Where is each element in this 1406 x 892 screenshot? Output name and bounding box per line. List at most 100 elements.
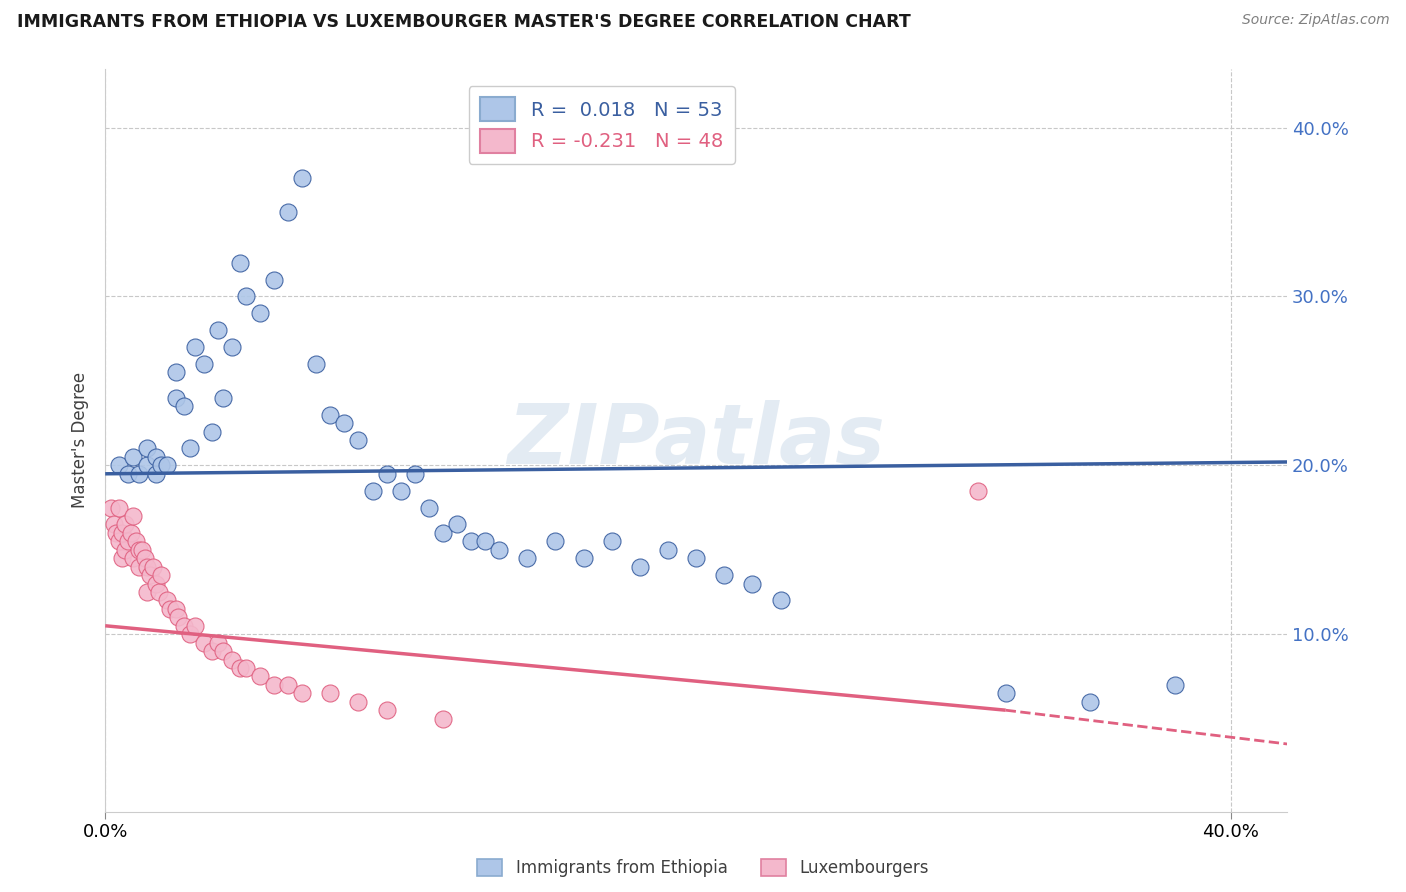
Point	[600, 534, 623, 549]
Point	[446, 517, 468, 532]
Point	[114, 517, 136, 532]
Point	[291, 171, 314, 186]
Point	[103, 517, 125, 532]
Point	[150, 458, 173, 473]
Point	[136, 559, 159, 574]
Point	[474, 534, 496, 549]
Point	[488, 542, 510, 557]
Point	[291, 686, 314, 700]
Point	[131, 542, 153, 557]
Point	[145, 467, 167, 481]
Point	[544, 534, 567, 549]
Point	[375, 467, 398, 481]
Text: ZIPatlas: ZIPatlas	[508, 400, 886, 481]
Point	[136, 458, 159, 473]
Text: Source: ZipAtlas.com: Source: ZipAtlas.com	[1241, 13, 1389, 28]
Point	[769, 593, 792, 607]
Point	[184, 340, 207, 354]
Point	[277, 205, 299, 219]
Point	[516, 551, 538, 566]
Point	[145, 576, 167, 591]
Point	[142, 559, 165, 574]
Point	[128, 542, 150, 557]
Point	[108, 534, 131, 549]
Point	[207, 635, 229, 649]
Point	[136, 442, 159, 456]
Point	[193, 357, 215, 371]
Point	[361, 483, 384, 498]
Point	[404, 467, 426, 481]
Text: IMMIGRANTS FROM ETHIOPIA VS LUXEMBOURGER MASTER'S DEGREE CORRELATION CHART: IMMIGRANTS FROM ETHIOPIA VS LUXEMBOURGER…	[17, 13, 911, 31]
Point	[432, 712, 454, 726]
Point	[159, 602, 181, 616]
Point	[100, 500, 122, 515]
Point	[128, 559, 150, 574]
Point	[460, 534, 482, 549]
Point	[165, 391, 187, 405]
Point	[125, 534, 148, 549]
Point	[212, 391, 235, 405]
Point	[145, 450, 167, 464]
Point	[193, 635, 215, 649]
Point	[1163, 678, 1185, 692]
Point	[319, 408, 342, 422]
Point	[572, 551, 595, 566]
Point	[136, 585, 159, 599]
Point	[117, 467, 139, 481]
Point	[277, 678, 299, 692]
Point	[105, 525, 128, 540]
Point	[375, 703, 398, 717]
Point	[139, 568, 162, 582]
Point	[229, 256, 252, 270]
Y-axis label: Master's Degree: Master's Degree	[72, 372, 89, 508]
Point	[111, 525, 134, 540]
Point	[173, 399, 195, 413]
Point	[347, 695, 370, 709]
Point	[207, 323, 229, 337]
Point	[111, 551, 134, 566]
Point	[305, 357, 328, 371]
Legend: Immigrants from Ethiopia, Luxembourgers: Immigrants from Ethiopia, Luxembourgers	[471, 852, 935, 884]
Point	[741, 576, 763, 591]
Point	[235, 289, 257, 303]
Point	[201, 425, 224, 439]
Point	[685, 551, 707, 566]
Point	[201, 644, 224, 658]
Point	[966, 483, 988, 498]
Point	[319, 686, 342, 700]
Point	[173, 619, 195, 633]
Point	[128, 467, 150, 481]
Point	[114, 542, 136, 557]
Point	[333, 416, 356, 430]
Point	[212, 644, 235, 658]
Point	[229, 661, 252, 675]
Point	[148, 585, 170, 599]
Point	[347, 433, 370, 447]
Point	[657, 542, 679, 557]
Point	[179, 627, 201, 641]
Point	[263, 678, 285, 692]
Point	[165, 602, 187, 616]
Point	[156, 593, 179, 607]
Point	[122, 508, 145, 523]
Point	[120, 525, 142, 540]
Legend: R =  0.018   N = 53, R = -0.231   N = 48: R = 0.018 N = 53, R = -0.231 N = 48	[468, 86, 735, 164]
Point	[994, 686, 1017, 700]
Point	[156, 458, 179, 473]
Point	[122, 450, 145, 464]
Point	[179, 442, 201, 456]
Point	[108, 458, 131, 473]
Point	[1078, 695, 1101, 709]
Point	[235, 661, 257, 675]
Point	[221, 652, 243, 666]
Point	[432, 525, 454, 540]
Point	[249, 669, 271, 683]
Point	[418, 500, 440, 515]
Point	[167, 610, 190, 624]
Point	[184, 619, 207, 633]
Point	[389, 483, 412, 498]
Point	[150, 568, 173, 582]
Point	[108, 500, 131, 515]
Point	[117, 534, 139, 549]
Point	[628, 559, 651, 574]
